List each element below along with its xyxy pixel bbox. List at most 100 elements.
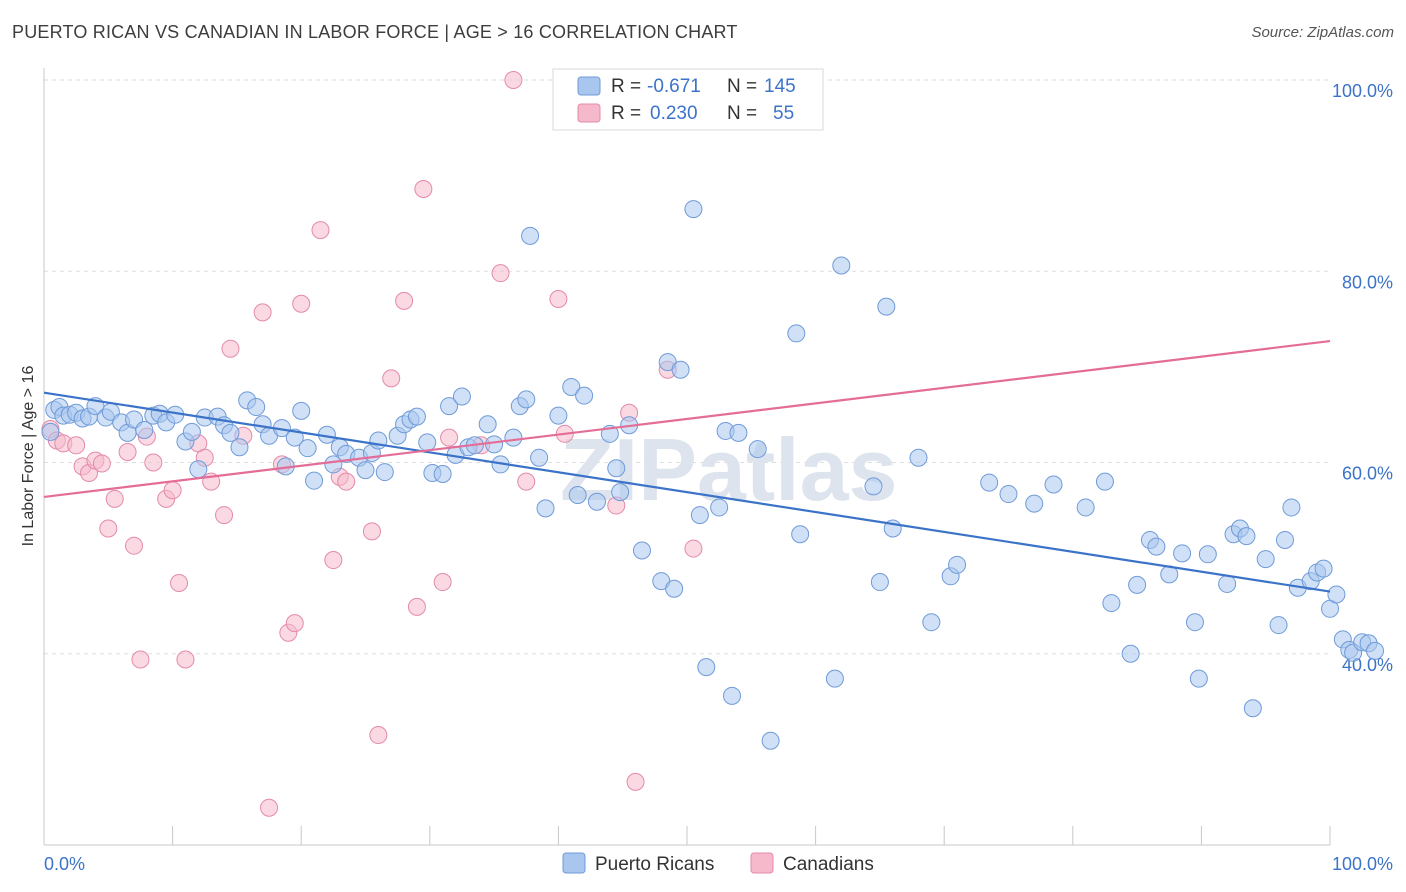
- puerto-rican-point-124: [1269, 616, 1288, 635]
- puerto-rican-point-125: [1275, 530, 1294, 549]
- puerto-rican-point-59: [485, 435, 504, 454]
- canadian-point-36: [369, 726, 388, 745]
- canadian-point-25: [253, 303, 272, 322]
- stats-r-value-1: -0.671: [647, 76, 701, 97]
- puerto-rican-point-74: [611, 483, 630, 502]
- puerto-rican-point-53: [440, 397, 459, 416]
- puerto-rican-point-26: [230, 438, 249, 457]
- puerto-rican-point-50: [418, 433, 437, 452]
- y-tick-label-2: 80.0%: [1342, 272, 1393, 292]
- canadian-point-12: [131, 650, 150, 669]
- canadian-point-9: [105, 489, 124, 508]
- puerto-rican-point-63: [517, 390, 536, 409]
- canadian-point-26: [260, 798, 279, 817]
- puerto-rican-point-55: [452, 387, 471, 406]
- puerto-rican-point-0: [41, 422, 60, 441]
- y-tick-label-1: 60.0%: [1342, 464, 1393, 484]
- canadian-point-30: [292, 294, 311, 313]
- puerto-rican-point-122: [1243, 699, 1262, 718]
- puerto-rican-point-93: [832, 256, 851, 275]
- canadian-point-41: [433, 573, 452, 592]
- puerto-rican-point-73: [607, 459, 626, 478]
- trend-line-puerto-ricans: [43, 391, 1331, 593]
- canadian-point-42: [440, 428, 459, 447]
- canadian-point-29: [285, 614, 304, 633]
- legend-swatch-canadians: [750, 852, 774, 874]
- legend-label-puerto-ricans: Puerto Ricans: [595, 854, 714, 875]
- puerto-rican-point-89: [761, 731, 780, 750]
- puerto-rican-point-36: [305, 471, 324, 490]
- puerto-rican-point-110: [1128, 575, 1147, 594]
- puerto-rican-point-33: [285, 428, 304, 447]
- puerto-rican-point-70: [575, 386, 594, 405]
- canadian-point-7: [92, 454, 111, 473]
- puerto-rican-point-94: [864, 477, 883, 496]
- y-axis-tick-labels: 40.0%60.0%80.0%100.0%: [1332, 81, 1393, 675]
- puerto-rican-point-52: [433, 464, 452, 483]
- canadian-point-11: [125, 536, 144, 555]
- canadian-point-18: [176, 650, 195, 669]
- puerto-rican-point-69: [568, 486, 587, 505]
- trend-line-canadians: [43, 339, 1331, 499]
- x-tick-label-1: 100.0%: [1332, 854, 1393, 874]
- puerto-rican-point-90: [787, 324, 806, 343]
- puerto-rican-point-44: [369, 431, 388, 450]
- puerto-rican-point-96: [877, 297, 896, 316]
- puerto-rican-point-132: [1327, 585, 1346, 604]
- puerto-rican-point-104: [1025, 494, 1044, 513]
- source-label: Source: ZipAtlas.com: [1251, 24, 1394, 41]
- y-tick-label-3: 100.0%: [1332, 81, 1393, 101]
- puerto-rican-point-80: [671, 360, 690, 379]
- puerto-rican-point-67: [549, 406, 568, 425]
- canadian-point-35: [362, 522, 381, 541]
- puerto-rican-point-117: [1198, 545, 1217, 564]
- canadian-point-37: [382, 369, 401, 388]
- canadian-point-39: [407, 597, 426, 616]
- canadian-point-38: [395, 291, 414, 310]
- canadian-point-53: [684, 539, 703, 558]
- canadian-point-31: [311, 221, 330, 240]
- puerto-rican-point-34: [292, 401, 311, 420]
- canadian-point-44: [491, 264, 510, 283]
- stats-n-value-2: 55: [773, 103, 794, 124]
- canadian-point-8: [99, 519, 118, 538]
- puerto-rican-point-91: [791, 525, 810, 544]
- puerto-rican-point-114: [1173, 544, 1192, 563]
- canadian-point-16: [163, 481, 182, 500]
- puerto-rican-point-106: [1076, 498, 1095, 517]
- puerto-rican-point-84: [710, 498, 729, 517]
- puerto-rican-point-92: [825, 669, 844, 688]
- puerto-rican-point-71: [587, 492, 606, 511]
- puerto-rican-point-107: [1095, 472, 1114, 491]
- canadian-point-46: [517, 472, 536, 491]
- canadian-point-45: [504, 71, 523, 89]
- stats-n-label-2: N =: [727, 103, 757, 124]
- puerto-rican-point-108: [1102, 594, 1121, 613]
- puerto-rican-point-99: [922, 613, 941, 632]
- chart-title: PUERTO RICAN VS CANADIAN IN LABOR FORCE …: [12, 22, 738, 42]
- puerto-rican-point-28: [247, 398, 266, 417]
- puerto-rican-point-116: [1189, 669, 1208, 688]
- puerto-rican-point-101: [948, 555, 967, 574]
- canadian-point-14: [144, 453, 163, 472]
- series-legend: Puerto Ricans Canadians: [562, 852, 874, 875]
- puerto-rican-point-65: [530, 448, 549, 467]
- canadian-point-22: [215, 506, 234, 525]
- puerto-rican-point-130: [1314, 559, 1333, 578]
- canadian-point-17: [170, 573, 189, 592]
- puerto-rican-point-35: [298, 439, 317, 458]
- puerto-rican-point-82: [690, 506, 709, 525]
- puerto-rican-point-95: [870, 573, 889, 592]
- stats-r-label-2: R =: [611, 103, 641, 124]
- puerto-rican-point-123: [1256, 550, 1275, 569]
- y-axis-label: In Labor Force | Age > 16: [20, 366, 37, 547]
- canadian-point-32: [324, 551, 343, 570]
- canadian-point-10: [118, 442, 137, 461]
- puerto-rican-point-109: [1121, 644, 1140, 663]
- puerto-rican-point-21: [189, 460, 208, 479]
- x-axis-tick-labels: 0.0% 100.0%: [44, 854, 1393, 874]
- puerto-rican-point-14: [135, 420, 154, 439]
- puerto-rican-point-61: [504, 428, 523, 447]
- puerto-rican-point-98: [909, 448, 928, 467]
